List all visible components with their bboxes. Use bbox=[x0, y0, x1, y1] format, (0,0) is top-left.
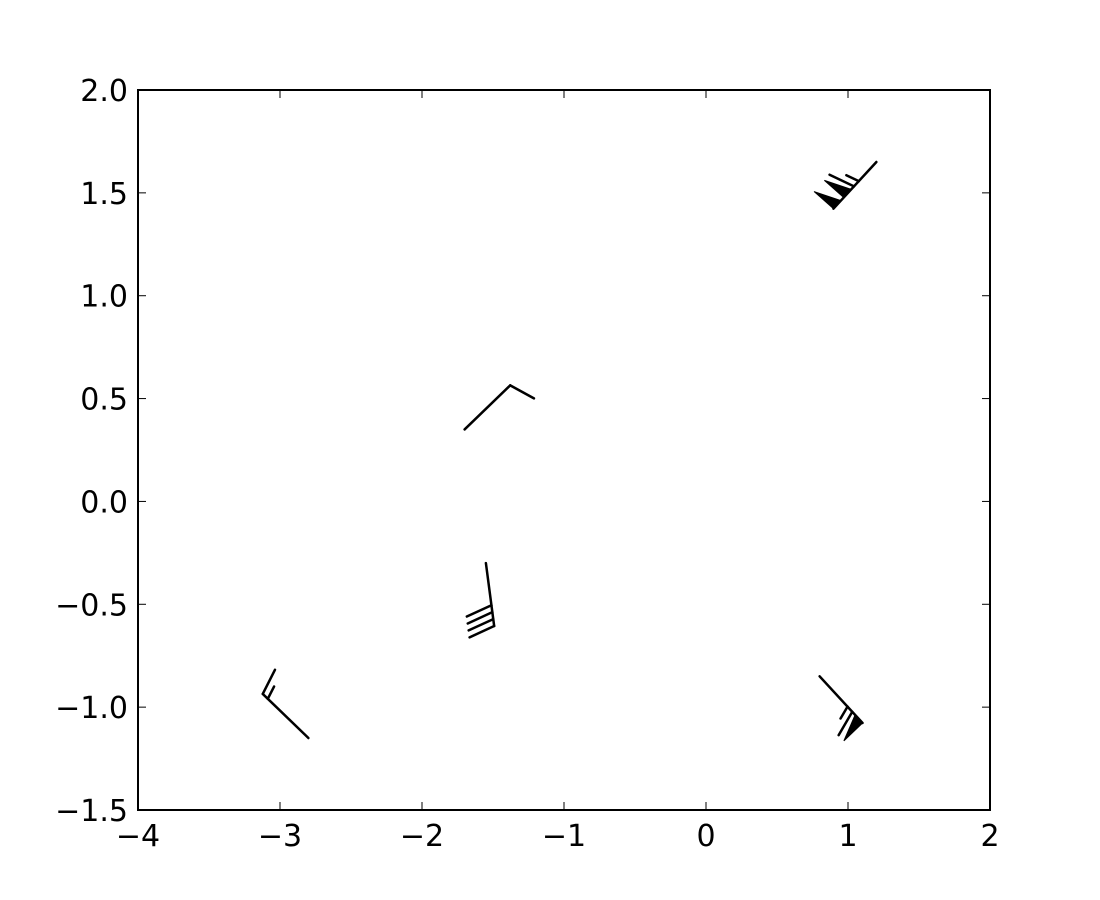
barb-shaft bbox=[463, 384, 512, 431]
barb-half bbox=[839, 705, 849, 720]
axis-tick-labels: −4 −3 −2 −1 0 1 2 −1.5 −1.0 −0.5 0.0 0.5 1.0 1.5 2.0 bbox=[55, 74, 999, 854]
y-tick-label: 1.5 bbox=[80, 177, 128, 212]
barb-half bbox=[845, 173, 861, 183]
plot-frame bbox=[137, 89, 991, 811]
barb-full bbox=[261, 668, 277, 696]
y-tick-label: −1.0 bbox=[55, 691, 128, 726]
x-tick-label: −1 bbox=[542, 819, 586, 854]
barb-flag bbox=[843, 713, 864, 742]
y-tick-label: −1.5 bbox=[55, 794, 128, 829]
wind-barb bbox=[463, 384, 536, 431]
y-tick-label: 1.0 bbox=[80, 280, 128, 315]
barbs-layer bbox=[261, 160, 878, 742]
y-tick-label: 0.5 bbox=[80, 383, 128, 418]
y-tick-label: 0.0 bbox=[80, 485, 128, 520]
wind-barb bbox=[818, 675, 864, 742]
wind-barb bbox=[261, 668, 310, 740]
barb-half bbox=[266, 685, 276, 701]
barb-full bbox=[468, 624, 496, 639]
axis-ticks bbox=[137, 89, 991, 811]
x-tick-label: 1 bbox=[838, 819, 857, 854]
barb-full bbox=[466, 610, 494, 625]
y-tick-label: −0.5 bbox=[55, 588, 128, 623]
barb-shaft bbox=[261, 692, 310, 740]
barb-flag bbox=[813, 191, 842, 210]
x-tick-label: 0 bbox=[696, 819, 715, 854]
wind-barb bbox=[465, 561, 496, 639]
y-tick-label: 2.0 bbox=[80, 74, 128, 109]
x-tick-label: 2 bbox=[980, 819, 999, 854]
x-tick-label: −4 bbox=[116, 819, 160, 854]
barb-flag bbox=[824, 179, 853, 199]
barb-full bbox=[465, 603, 493, 618]
wind-barb bbox=[813, 160, 878, 210]
barb-full bbox=[828, 173, 856, 188]
barb-full bbox=[467, 617, 495, 632]
barb-shaft bbox=[484, 561, 496, 628]
x-tick-label: −3 bbox=[258, 819, 302, 854]
barb-full bbox=[837, 710, 854, 737]
barb-full bbox=[508, 384, 536, 400]
x-tick-label: −2 bbox=[400, 819, 444, 854]
